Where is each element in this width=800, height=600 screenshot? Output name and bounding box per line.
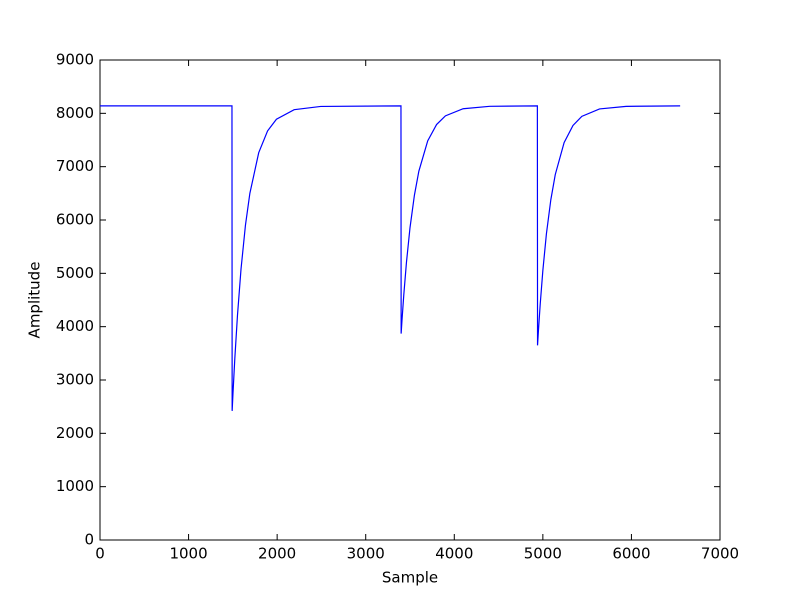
plot-frame bbox=[99, 59, 721, 541]
y-tick-label: 8000 bbox=[56, 104, 94, 122]
x-tick-label: 1000 bbox=[169, 545, 207, 563]
y-axis-label: Amplitude bbox=[26, 262, 44, 339]
y-tick-label: 1000 bbox=[56, 477, 94, 495]
y-tick-label: 9000 bbox=[56, 51, 94, 69]
x-tick-label: 4000 bbox=[435, 545, 473, 563]
y-tick-label: 6000 bbox=[56, 211, 94, 229]
data-line bbox=[100, 105, 681, 411]
x-tick-label: 2000 bbox=[258, 545, 296, 563]
y-tick-label: 3000 bbox=[56, 371, 94, 389]
x-tick-label: 0 bbox=[95, 545, 105, 563]
y-tick-label: 2000 bbox=[56, 424, 94, 442]
x-tick-label: 3000 bbox=[347, 545, 385, 563]
y-tick-label: 7000 bbox=[56, 157, 94, 175]
x-tick-label: 6000 bbox=[612, 545, 650, 563]
y-tick-label: 5000 bbox=[56, 264, 94, 282]
x-tick-label: 5000 bbox=[524, 545, 562, 563]
x-tick-label: 7000 bbox=[701, 545, 739, 563]
y-tick-label: 0 bbox=[84, 531, 94, 549]
x-axis-label: Sample bbox=[382, 569, 438, 587]
y-tick-label: 4000 bbox=[56, 317, 94, 335]
